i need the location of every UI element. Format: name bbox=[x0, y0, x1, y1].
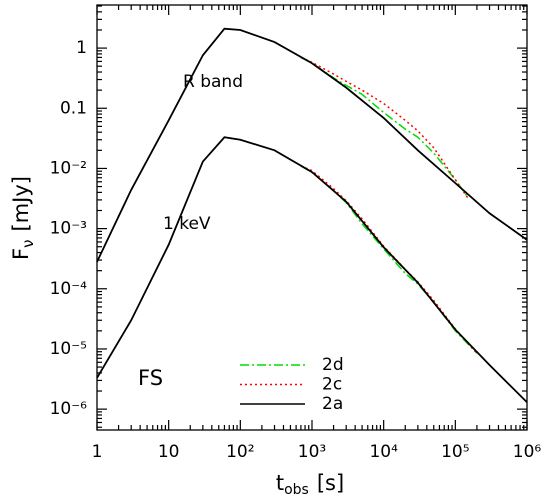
data-line bbox=[300, 56, 469, 199]
y-tick-label: 10⁻⁵ bbox=[50, 339, 87, 359]
y-tick-label: 10⁻² bbox=[50, 158, 87, 178]
legend-label: 2d bbox=[322, 355, 344, 375]
x-tick-label: 1 bbox=[92, 442, 103, 462]
x-tick-label: 10⁵ bbox=[441, 442, 469, 462]
x-axis-label: tobs [s] bbox=[276, 471, 344, 498]
y-label-main: F bbox=[9, 248, 33, 260]
x-tick-label: 10 bbox=[158, 442, 180, 462]
x-tick-label: 10⁴ bbox=[369, 442, 398, 462]
legend-label: 2c bbox=[322, 375, 342, 395]
x-tick-label: 10³ bbox=[298, 442, 326, 462]
y-axis-label: Fν [mJy] bbox=[9, 176, 37, 260]
annotation: FS bbox=[138, 366, 163, 390]
data-line bbox=[300, 56, 469, 198]
x-label-unit: [s] bbox=[317, 471, 344, 495]
data-line bbox=[300, 165, 478, 354]
y-tick-label: 10⁻⁴ bbox=[50, 279, 88, 299]
y-tick-label: 0.1 bbox=[60, 98, 87, 118]
x-label-main: t bbox=[276, 471, 284, 495]
data-line bbox=[96, 136, 528, 403]
y-tick-label: 1 bbox=[76, 38, 87, 58]
y-label-unit: [mJy] bbox=[9, 176, 33, 231]
x-tick-label: 10⁶ bbox=[513, 442, 542, 462]
y-tick-label: 10⁻³ bbox=[50, 219, 87, 239]
y-tick-label: 10⁻⁶ bbox=[50, 399, 88, 419]
x-tick-label: 10² bbox=[226, 442, 254, 462]
data-line bbox=[96, 27, 528, 263]
data-line bbox=[300, 165, 478, 354]
annotation: R band bbox=[183, 72, 243, 92]
y-label-sub: ν bbox=[19, 239, 37, 247]
legend-label: 2a bbox=[322, 394, 343, 414]
annotation: 1 keV bbox=[163, 214, 211, 234]
x-label-sub: obs bbox=[284, 482, 309, 498]
